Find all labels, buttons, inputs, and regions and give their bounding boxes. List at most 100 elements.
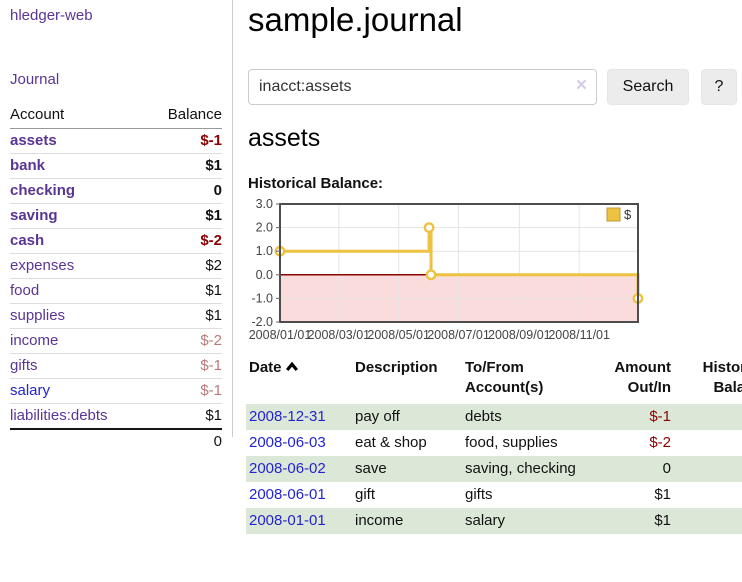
account-balance: $-2: [146, 228, 222, 254]
account-balance: $1: [146, 303, 222, 329]
historical-balance-chart: 3.0 2.0 1.0 0.0 -1.0 -2.0 2008/01/01 2008/03/01…: [248, 197, 652, 348]
account-balance: $1: [146, 403, 222, 429]
account-balance: $-2: [146, 328, 222, 354]
balance-column-header: Balance: [146, 103, 222, 129]
transaction-description: pay off: [355, 408, 400, 425]
chart-title: Historical Balance:: [248, 175, 384, 192]
svg-text:2008/07/01: 2008/07/01: [427, 328, 490, 342]
account-link[interactable]: gifts: [10, 357, 38, 374]
svg-text:0.0: 0.0: [256, 268, 273, 282]
account-column-header: Account: [10, 103, 147, 129]
account-link[interactable]: saving: [10, 207, 58, 224]
accounts-total-row: 0: [10, 428, 222, 453]
account-row: supplies $1: [10, 303, 222, 329]
register-table: Date Description To/From Account(s) Amou…: [246, 356, 742, 534]
sort-ascending-icon: [285, 359, 299, 379]
account-link[interactable]: salary: [10, 382, 51, 399]
svg-text:3.0: 3.0: [256, 198, 273, 211]
register-header-date[interactable]: Date: [246, 356, 352, 404]
accounts-table-header: Account Balance: [10, 103, 222, 129]
sidebar-divider: [232, 0, 233, 437]
clear-search-icon[interactable]: ×: [575, 75, 587, 96]
transaction-balance: $1: [674, 508, 742, 534]
transaction-accounts: gifts: [465, 486, 493, 503]
transaction-amount: $1: [654, 486, 671, 503]
account-row: salary $-1: [10, 378, 222, 404]
app-title-link[interactable]: hledger-web: [10, 7, 93, 24]
svg-text:2008/01/01: 2008/01/01: [249, 328, 312, 342]
account-row: food $1: [10, 278, 222, 304]
search-input[interactable]: [248, 69, 597, 105]
transaction-date-link[interactable]: 2008-06-01: [249, 486, 326, 503]
account-balance: $2: [146, 253, 222, 279]
register-row: 2008-01-01 income salary $1$1: [246, 508, 742, 534]
account-link[interactable]: cash: [10, 232, 45, 249]
account-balance: $1: [146, 153, 222, 179]
register-header-description: Description: [355, 359, 438, 376]
search-button[interactable]: Search: [607, 69, 689, 105]
account-row: liabilities:debts $1: [10, 403, 222, 429]
account-balance: $1: [146, 203, 222, 229]
register-header-accounts: To/From Account(s): [465, 359, 544, 396]
account-balance: $-1: [146, 353, 222, 379]
account-row: saving $1: [10, 203, 222, 229]
accounts-total-value: 0: [146, 428, 222, 453]
svg-text:2008/09/01: 2008/09/01: [488, 328, 551, 342]
svg-text:-2.0: -2.0: [251, 315, 273, 329]
account-link[interactable]: food: [10, 282, 40, 299]
transaction-balance: $2: [674, 482, 742, 508]
account-balance: $-1: [146, 378, 222, 404]
register-row: 2008-06-03 eat & shop food, supplies $-20: [246, 430, 742, 456]
accounts-rows: assets $-1 bank $1 checking 0 saving $1 cash $-2 e…: [10, 129, 222, 429]
transaction-amount: 0: [662, 460, 671, 477]
svg-text:$: $: [624, 207, 632, 222]
transaction-date-link[interactable]: 2008-06-03: [249, 434, 326, 451]
accounts-table: Account Balance assets $-1 bank $1 checking 0…: [10, 103, 222, 453]
register-header-balance: Historical Balance: [702, 359, 742, 396]
transaction-date-link[interactable]: 2008-06-02: [249, 460, 326, 477]
account-balance: $-1: [200, 132, 222, 149]
register-header-row: Date Description To/From Account(s) Amou…: [246, 356, 742, 404]
chart-legend: $: [606, 207, 632, 222]
register-rows: 2008-12-31 pay off debts $-1$-1 2008-06-03 ea…: [246, 404, 742, 534]
register-header-amount: Amount Out/In: [614, 359, 671, 396]
transaction-date-link[interactable]: 2008-01-01: [249, 512, 326, 529]
transaction-description: save: [355, 460, 387, 477]
search-row: × Search ?: [248, 69, 742, 105]
account-row: assets $-1: [10, 129, 222, 154]
account-link[interactable]: income: [10, 332, 59, 349]
transaction-amount: $-2: [649, 434, 671, 451]
account-link[interactable]: checking: [10, 182, 76, 199]
search-box: ×: [248, 69, 597, 105]
journal-link[interactable]: Journal: [10, 71, 60, 88]
page-title: sample.journal: [248, 1, 463, 38]
register-row: 2008-12-31 pay off debts $-1$-1: [246, 404, 742, 430]
account-link[interactable]: assets: [10, 132, 57, 149]
account-row: checking 0: [10, 178, 222, 204]
account-balance: 0: [146, 178, 222, 204]
transaction-description: income: [355, 512, 404, 529]
register-row: 2008-06-02 save saving, checking 0$2: [246, 456, 742, 482]
svg-text:2008/05/01: 2008/05/01: [367, 328, 430, 342]
svg-text:2008/03/01: 2008/03/01: [308, 328, 371, 342]
transaction-accounts: debts: [465, 408, 502, 425]
help-button[interactable]: ?: [701, 69, 737, 105]
register-row: 2008-06-01 gift gifts $1$2: [246, 482, 742, 508]
transaction-date-link[interactable]: 2008-12-31: [249, 408, 326, 425]
account-link[interactable]: liabilities:debts: [10, 407, 108, 424]
transaction-amount: $-1: [649, 408, 671, 425]
svg-text:2.0: 2.0: [256, 221, 273, 235]
account-link[interactable]: bank: [10, 157, 46, 174]
account-row: cash $-2: [10, 228, 222, 254]
account-balance: $1: [146, 278, 222, 304]
svg-text:-1.0: -1.0: [251, 291, 273, 305]
transaction-accounts: salary: [465, 512, 506, 529]
account-row: income $-2: [10, 328, 222, 354]
account-link[interactable]: supplies: [10, 307, 66, 324]
transaction-amount: $1: [654, 512, 671, 529]
account-heading: assets: [248, 124, 321, 152]
svg-text:1.0: 1.0: [256, 244, 273, 258]
transaction-balance: $-1: [674, 404, 742, 430]
account-row: gifts $-1: [10, 353, 222, 379]
account-link[interactable]: expenses: [10, 257, 75, 274]
